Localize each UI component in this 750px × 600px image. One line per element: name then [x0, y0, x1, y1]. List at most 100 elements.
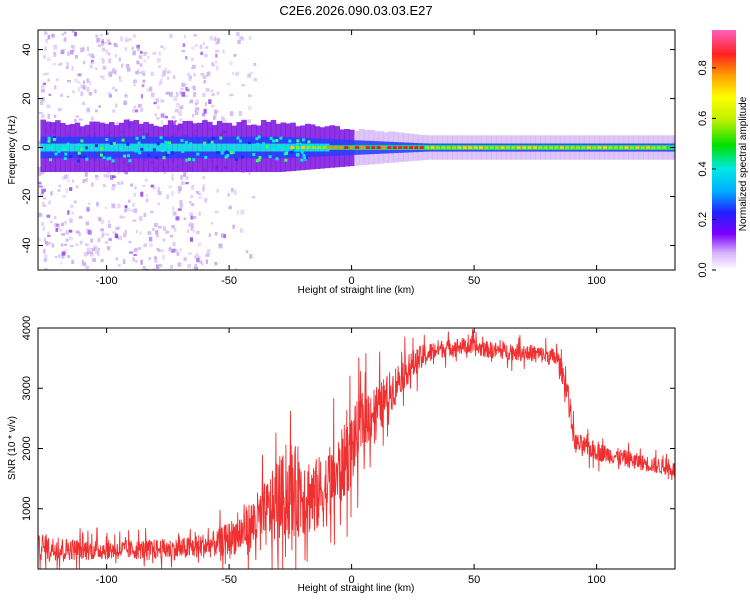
spectrogram-bright-cell — [307, 140, 311, 144]
spectrogram-noise-cell — [59, 62, 63, 66]
spectrogram-noise-cell — [54, 85, 57, 90]
spectrogram-bright-cell — [255, 142, 259, 146]
spectrogram-noise-cell — [38, 181, 42, 185]
spectrogram-noise-cell — [156, 117, 160, 120]
spectrogram-bright-cell — [84, 146, 88, 150]
spectrogram-noise-cell — [248, 94, 252, 98]
spectrogram-noise-cell — [89, 252, 94, 257]
spectrogram-bright-cell — [82, 147, 86, 151]
spectrogram-noise-cell — [102, 47, 106, 52]
snr-series-line — [38, 329, 675, 569]
spectrogram-band-core — [128, 143, 135, 152]
spectrogram-bright-cell — [85, 157, 89, 161]
spectrogram-noise-cell — [57, 189, 61, 192]
spectrogram-noise-cell — [162, 47, 166, 50]
spectrogram-peak-cell — [317, 146, 322, 150]
spectrogram-noise-cell — [187, 72, 191, 77]
spectrogram-bright-cell — [187, 157, 191, 161]
spectrogram-noise-cell — [198, 211, 201, 216]
spectrogram-noise-cell — [96, 250, 100, 256]
spectrogram-noise-cell — [45, 38, 48, 44]
spectrogram-bright-cell — [284, 158, 288, 162]
spectrogram-bright-cell — [69, 154, 73, 158]
spectrogram-noise-cell — [193, 266, 197, 270]
spectrogram-noise-cell — [106, 174, 110, 178]
spectrogram-noise-cell — [210, 89, 214, 92]
spectrogram-noise-cell — [194, 109, 197, 113]
spectrogram-bright-cell — [184, 140, 188, 144]
spectrogram-noise-cell — [214, 262, 218, 266]
colorbar-gradient — [712, 30, 736, 270]
spectrogram-noise-cell — [118, 76, 121, 79]
spectrogram-noise-cell — [52, 62, 57, 66]
spectrogram-bright-cell — [138, 151, 142, 155]
spectrogram-noise-cell — [71, 47, 76, 52]
spectrogram-noise-cell — [189, 75, 193, 79]
spectrogram-peak-cell — [602, 146, 607, 150]
spectrogram-noise-cell — [95, 109, 98, 113]
spectrogram-noise-cell — [43, 267, 48, 270]
spectrogram-peak-cell — [360, 146, 365, 150]
spectrogram-noise-cell — [75, 115, 80, 118]
spectrogram-noise-cell — [54, 222, 58, 228]
spectrogram-band-core — [202, 143, 208, 152]
spectrogram-noise-cell — [247, 105, 252, 111]
spectrogram-noise-cell — [196, 230, 200, 235]
spectrogram-noise-cell — [115, 226, 120, 230]
spectrogram-noise-cell — [178, 189, 181, 194]
spectrogram-noise-cell — [195, 190, 200, 194]
spectrogram-noise-cell — [68, 236, 73, 241]
spectrogram-noise-cell — [91, 116, 94, 121]
spectrogram-noise-cell — [67, 51, 70, 56]
spectrogram-noise-cell — [137, 247, 142, 250]
spectrogram-noise-cell — [136, 44, 140, 49]
spectrogram-noise-cell — [67, 255, 71, 258]
spectrogram-noise-cell — [153, 101, 157, 105]
spectrogram-peak-cell — [365, 146, 370, 150]
spectrogram-band-core — [74, 143, 81, 152]
spectrogram-peak-cell — [538, 146, 543, 150]
spectrogram-noise-cell — [41, 188, 45, 194]
spectrogram-peak-cell — [387, 146, 392, 150]
spectrogram-noise-cell — [189, 211, 193, 217]
spectrogram-noise-cell — [192, 92, 197, 97]
spectrogram-noise-cell — [65, 66, 69, 70]
spectrogram-noise-cell — [108, 94, 113, 98]
spectrogram-noise-cell — [155, 98, 160, 103]
spectrogram-noise-cell — [174, 119, 177, 123]
spectrogram-peak-cell — [532, 146, 537, 150]
spectrogram-peak-cell — [344, 146, 349, 150]
spectrogram-noise-cell — [190, 194, 194, 199]
spectrogram-bright-cell — [61, 145, 65, 149]
spectrogram-bright-cell — [210, 140, 214, 144]
spectrogram-noise-cell — [198, 196, 203, 199]
spectrogram-noise-cell — [61, 33, 65, 36]
spectrogram-noise-cell — [202, 187, 205, 192]
spectrogram-noise-cell — [97, 237, 101, 243]
spectrogram-noise-cell — [87, 53, 91, 56]
spectrogram-peak-cell — [479, 146, 483, 150]
spectrogram-peak-cell — [322, 146, 327, 150]
spectrogram-noise-cell — [168, 92, 173, 97]
spectrogram-noise-cell — [120, 36, 124, 42]
spectrogram-band-core — [270, 143, 277, 152]
spectrogram-band-core — [167, 143, 174, 152]
spectrogram-noise-cell — [46, 213, 50, 219]
snr-y-tick-label: 1000 — [21, 497, 33, 521]
spectrogram-noise-cell — [216, 188, 219, 193]
spectrogram-noise-cell — [195, 267, 198, 270]
spectrogram-peak-cell — [651, 146, 656, 150]
spectrogram-band-core — [207, 143, 213, 152]
colorbar-tick-label: 0.0 — [697, 262, 709, 277]
spectrogram-noise-cell — [108, 42, 112, 45]
spectrogram-band-core — [226, 143, 233, 152]
spectrogram-noise-cell — [179, 188, 182, 191]
spectrogram-noise-cell — [235, 71, 239, 76]
spectrogram-noise-cell — [158, 51, 161, 56]
spectrogram-bright-cell — [166, 145, 170, 149]
spectrogram-noise-cell — [115, 103, 118, 108]
spectrogram-noise-cell — [55, 223, 60, 227]
spectrogram-bright-cell — [269, 136, 273, 140]
spectrogram-noise-cell — [107, 223, 112, 229]
spectrogram-noise-cell — [202, 176, 206, 179]
